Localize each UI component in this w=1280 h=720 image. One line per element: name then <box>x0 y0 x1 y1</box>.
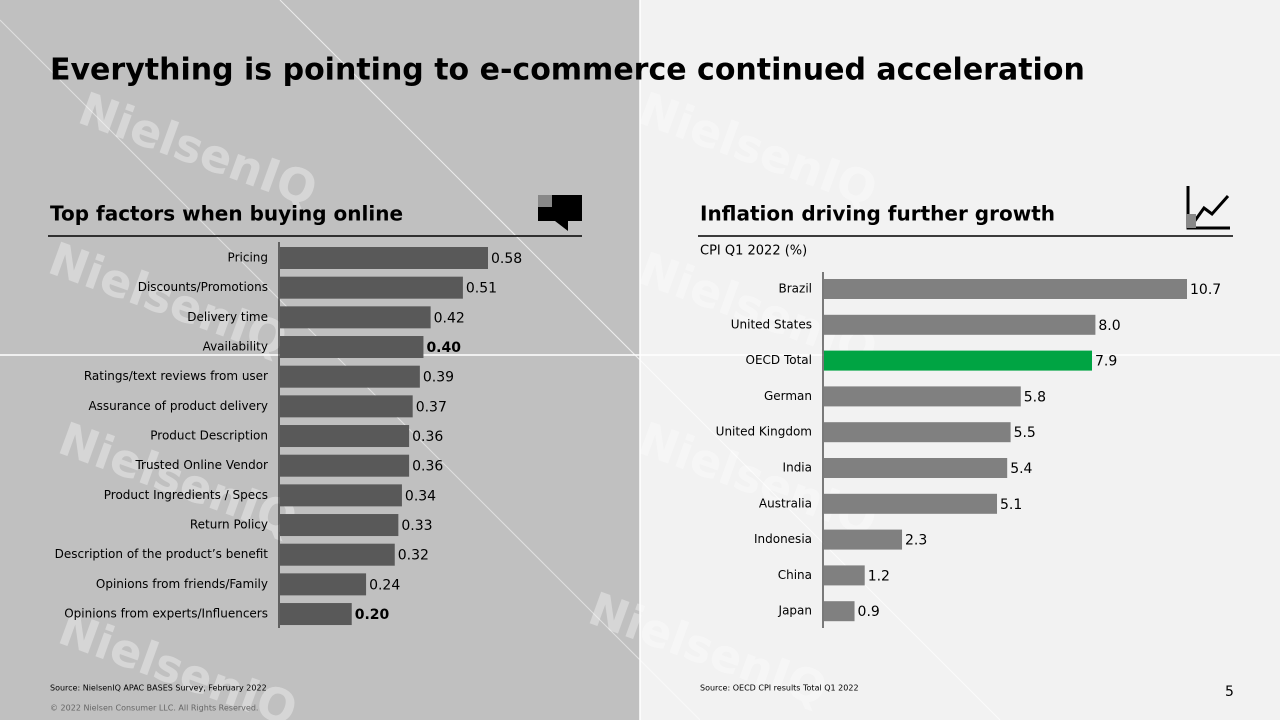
value-label: 5.5 <box>1014 425 1036 441</box>
category-label: Return Policy <box>190 518 268 532</box>
page-number: 5 <box>1225 684 1234 700</box>
bar <box>280 454 410 477</box>
category-label: Pricing <box>228 251 268 265</box>
category-label: United States <box>731 317 812 331</box>
bar <box>824 350 1093 371</box>
bar <box>824 493 998 514</box>
chart-title: Inflation driving further growth <box>700 202 1055 226</box>
category-label: India <box>783 461 812 475</box>
value-label: 0.51 <box>466 281 497 297</box>
value-label: 0.24 <box>369 577 400 593</box>
category-label: Australia <box>759 496 812 510</box>
category-label: China <box>778 568 812 582</box>
bar <box>280 543 395 566</box>
value-label: 8.0 <box>1098 318 1120 334</box>
category-label: Opinions from friends/Family <box>96 577 268 591</box>
bubble-icon <box>538 195 582 231</box>
bar <box>824 314 1096 335</box>
value-label: 0.58 <box>491 251 522 267</box>
category-label: Discounts/Promotions <box>138 280 268 294</box>
value-label: 0.32 <box>398 548 429 564</box>
decor-line <box>279 0 1001 720</box>
value-label: 5.1 <box>1000 497 1022 513</box>
value-label: 0.33 <box>401 518 432 534</box>
value-label: 0.37 <box>416 399 447 415</box>
bar <box>280 514 399 537</box>
left-panel <box>0 0 640 720</box>
bar <box>280 395 413 418</box>
bar <box>280 573 367 596</box>
value-label: 7.9 <box>1095 354 1117 370</box>
category-label: Ratings/text reviews from user <box>84 369 268 383</box>
bar <box>824 458 1008 478</box>
bar <box>280 365 420 388</box>
bar <box>824 565 865 586</box>
category-label: Japan <box>778 604 812 618</box>
source: Source: OECD CPI results Total Q1 2022 <box>700 684 859 693</box>
value-label: 0.9 <box>858 604 880 620</box>
value-label: 0.39 <box>423 370 454 386</box>
value-label: 1.2 <box>868 568 890 584</box>
bar <box>280 276 463 299</box>
bar <box>824 422 1011 443</box>
chart-icon <box>1186 186 1230 230</box>
value-label: 2.3 <box>905 533 927 549</box>
bar <box>824 529 903 550</box>
value-label: 0.20 <box>355 607 390 623</box>
bar <box>280 484 402 507</box>
category-label: Assurance of product delivery <box>88 399 268 413</box>
bar <box>280 603 352 626</box>
source: Source: NielsenIQ APAC BASES Survey, Feb… <box>50 684 267 693</box>
category-label: Availability <box>203 340 268 354</box>
copyright: © 2022 Nielsen Consumer LLC. All Rights … <box>50 704 258 713</box>
value-label: 10.7 <box>1190 282 1221 298</box>
bar <box>280 306 431 329</box>
chart-subtitle: CPI Q1 2022 (%) <box>700 244 807 259</box>
slide-title: Everything is pointing to e-commerce con… <box>50 53 1085 88</box>
bar <box>824 601 855 622</box>
bar <box>280 425 410 448</box>
value-label: 5.4 <box>1010 461 1032 477</box>
value-label: 0.36 <box>412 429 443 445</box>
category-label: Description of the product’s benefit <box>55 547 269 561</box>
bar <box>824 279 1187 299</box>
category-label: Delivery time <box>187 310 268 324</box>
category-label: German <box>764 389 812 403</box>
bar <box>280 247 488 269</box>
value-label: 5.8 <box>1024 389 1046 405</box>
value-label: 0.34 <box>405 488 436 504</box>
category-label: Indonesia <box>754 532 812 546</box>
category-label: United Kingdom <box>716 425 812 439</box>
category-label: Opinions from experts/Influencers <box>64 607 268 621</box>
category-label: Product Ingredients / Specs <box>104 488 268 502</box>
category-label: Brazil <box>779 282 813 296</box>
category-label: OECD Total <box>746 353 813 367</box>
bar <box>824 386 1021 407</box>
category-label: Trusted Online Vendor <box>134 458 268 472</box>
value-label: 0.36 <box>412 459 443 475</box>
value-label: 0.40 <box>426 340 461 356</box>
chart-title: Top factors when buying online <box>50 202 403 226</box>
value-label: 0.42 <box>434 310 465 326</box>
category-label: Product Description <box>150 429 268 443</box>
bar <box>280 336 424 359</box>
